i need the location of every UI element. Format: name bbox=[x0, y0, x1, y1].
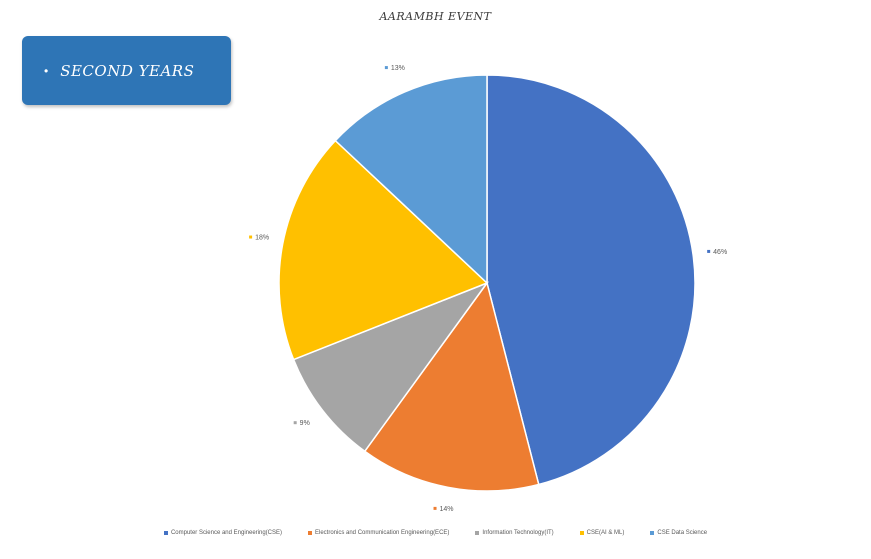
data-label-marker bbox=[707, 249, 711, 253]
data-label-4: 18% bbox=[249, 235, 269, 242]
legend-swatch bbox=[475, 531, 480, 535]
chart-legend: Computer Science and Engineering(CSE) Ele… bbox=[0, 530, 871, 536]
data-label-text: 18% bbox=[255, 235, 269, 242]
legend-item: Information Technology(IT) bbox=[475, 530, 554, 536]
data-label-marker bbox=[384, 66, 388, 70]
legend-label: Information Technology(IT) bbox=[482, 530, 554, 536]
data-label-text: 13% bbox=[391, 65, 405, 72]
pie-slice-2 bbox=[363, 281, 540, 492]
pie-slice-1 bbox=[486, 74, 696, 486]
legend-item: CSE(AI & ML) bbox=[579, 530, 625, 536]
legend-item: CSE Data Science bbox=[650, 530, 707, 536]
data-label-marker bbox=[293, 421, 297, 425]
year-badge: • SECOND YEARS bbox=[22, 36, 231, 105]
legend-swatch bbox=[650, 531, 655, 535]
legend-swatch bbox=[579, 531, 584, 535]
data-label-1: 46% bbox=[707, 249, 727, 256]
data-label-marker bbox=[249, 235, 253, 239]
legend-item: Computer Science and Engineering(CSE) bbox=[163, 530, 282, 536]
legend-swatch bbox=[163, 531, 168, 535]
legend-label: Computer Science and Engineering(CSE) bbox=[170, 530, 282, 536]
pie-slice-3 bbox=[292, 281, 490, 453]
chart-title: AARAMBH EVENT bbox=[379, 10, 492, 23]
legend-label: Electronics and Communication Engineerin… bbox=[315, 530, 450, 536]
data-label-text: 46% bbox=[713, 249, 727, 256]
data-label-5: 13% bbox=[384, 65, 405, 72]
legend-label: CSE Data Science bbox=[657, 530, 708, 536]
legend-item: Electronics and Communication Engineerin… bbox=[308, 530, 449, 536]
legend-label: CSE(AI & ML) bbox=[586, 530, 625, 536]
legend-swatch bbox=[308, 531, 312, 535]
data-label-3: 9% bbox=[293, 420, 310, 427]
year-badge-label: SECOND YEARS bbox=[60, 61, 195, 80]
data-label-marker bbox=[433, 506, 437, 510]
data-label-text: 9% bbox=[300, 420, 310, 427]
pie-slice-4 bbox=[278, 139, 489, 361]
pie-slice-5 bbox=[334, 74, 488, 285]
data-label-2: 14% bbox=[433, 506, 454, 513]
bullet-icon: • bbox=[44, 63, 49, 78]
data-label-text: 14% bbox=[440, 506, 454, 513]
